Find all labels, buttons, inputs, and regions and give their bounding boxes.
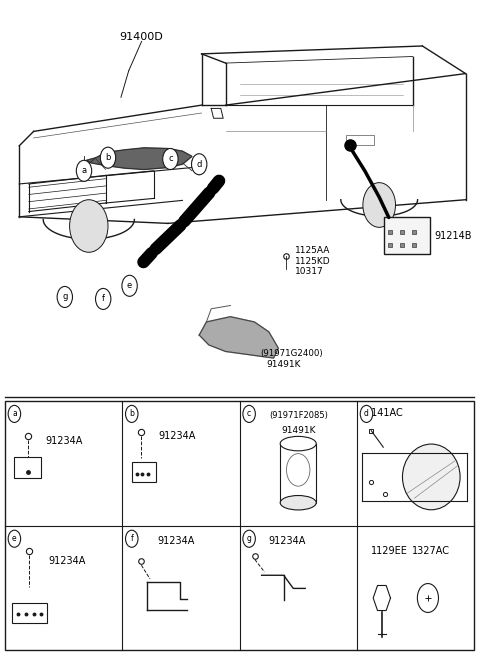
Polygon shape xyxy=(373,585,391,610)
Text: g: g xyxy=(247,534,252,543)
Polygon shape xyxy=(199,317,278,358)
Circle shape xyxy=(57,286,72,307)
Text: 10317: 10317 xyxy=(295,267,324,277)
Circle shape xyxy=(418,583,439,612)
Text: b: b xyxy=(129,409,134,419)
Polygon shape xyxy=(86,148,192,170)
Circle shape xyxy=(192,154,207,175)
Text: (91971G2400): (91971G2400) xyxy=(260,349,323,358)
Bar xyxy=(132,463,156,482)
Circle shape xyxy=(100,147,116,168)
Text: 1129EE: 1129EE xyxy=(372,545,408,556)
Text: e: e xyxy=(12,534,17,543)
Circle shape xyxy=(363,183,396,227)
Circle shape xyxy=(122,275,137,296)
Text: 1327AC: 1327AC xyxy=(412,545,450,556)
Text: 91234A: 91234A xyxy=(157,535,195,545)
Text: f: f xyxy=(131,534,133,543)
Text: e: e xyxy=(127,281,132,290)
Circle shape xyxy=(243,405,255,422)
Text: a: a xyxy=(82,166,86,175)
Text: 91491K: 91491K xyxy=(281,426,315,435)
Text: 91214B: 91214B xyxy=(434,231,472,240)
Bar xyxy=(5,401,474,650)
Circle shape xyxy=(126,405,138,422)
Bar xyxy=(280,443,316,503)
Circle shape xyxy=(8,405,21,422)
Text: 91234A: 91234A xyxy=(48,556,85,566)
Text: (91971F2085): (91971F2085) xyxy=(269,411,328,420)
Bar xyxy=(14,457,41,478)
Circle shape xyxy=(96,288,111,309)
Circle shape xyxy=(360,405,373,422)
Text: f: f xyxy=(102,294,105,304)
Text: 1125KD: 1125KD xyxy=(295,257,331,266)
Ellipse shape xyxy=(280,495,316,510)
Circle shape xyxy=(70,200,108,252)
Bar xyxy=(346,135,374,145)
Text: d: d xyxy=(364,409,369,419)
Text: b: b xyxy=(105,153,111,162)
Circle shape xyxy=(76,160,92,181)
Text: 91234A: 91234A xyxy=(46,436,83,445)
Bar xyxy=(12,603,47,623)
Circle shape xyxy=(163,148,178,170)
Text: 91491K: 91491K xyxy=(266,360,301,369)
Text: 91400D: 91400D xyxy=(120,32,164,42)
Text: 1141AC: 1141AC xyxy=(366,408,403,419)
Circle shape xyxy=(8,530,21,547)
Text: c: c xyxy=(247,409,251,419)
Text: c: c xyxy=(168,154,173,164)
Text: 91234A: 91234A xyxy=(268,535,306,545)
Ellipse shape xyxy=(402,444,460,510)
Circle shape xyxy=(126,530,138,547)
Ellipse shape xyxy=(287,453,310,486)
Text: a: a xyxy=(12,409,17,419)
Text: 91234A: 91234A xyxy=(158,431,195,441)
Text: d: d xyxy=(196,160,202,169)
Ellipse shape xyxy=(280,436,316,451)
Text: 1125AA: 1125AA xyxy=(295,246,331,256)
Circle shape xyxy=(243,530,255,547)
Bar xyxy=(384,217,430,254)
Text: g: g xyxy=(62,292,68,302)
